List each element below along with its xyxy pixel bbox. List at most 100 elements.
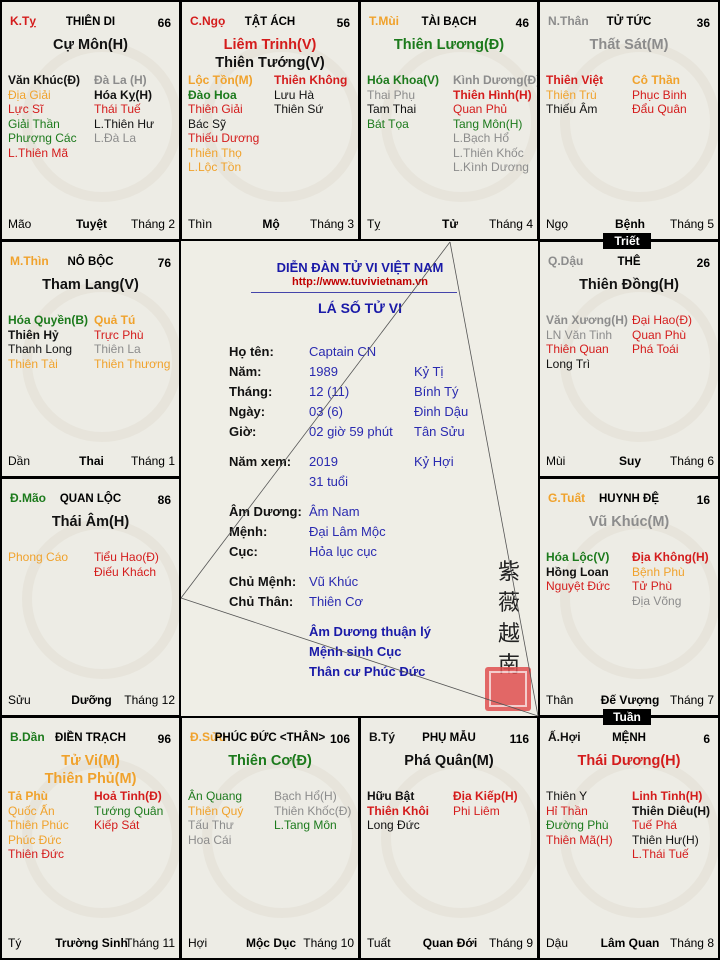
stem-branch-label: T.Mùi [369, 14, 399, 28]
info-value: 03 (6) [309, 404, 343, 419]
minor-star: Hóa Kỵ(H) [94, 87, 153, 102]
minor-star: Thiên Việt [546, 73, 604, 87]
footer-branch: Tuất [367, 936, 391, 950]
minor-star: Lưu Hà [274, 87, 315, 102]
background-ornament [22, 758, 179, 918]
palace-age: 6 [703, 732, 710, 746]
stem-branch-label: N.Thân [548, 14, 589, 28]
stem-branch-label: M.Thìn [10, 254, 49, 268]
minor-star: Đường Phù [546, 818, 609, 832]
month-label: Tháng 5 [669, 217, 714, 231]
minor-star: Nguyệt Đức [546, 579, 611, 593]
palace-name: PHÚC ĐỨC <THÂN> [214, 732, 326, 744]
month-label: Tháng 2 [130, 217, 175, 231]
main-star: Thiên Đồng(H) [579, 277, 679, 293]
palace-age: 16 [696, 493, 710, 507]
minor-star: Thiên Tài [8, 356, 58, 371]
palace-header: N.Thân TỬ TỨC 36 [546, 14, 712, 30]
palace-cell[interactable]: Q.Dậu THÊ 26 Thiên Đồng(H) Văn Xương(H) LN Vă… [538, 240, 720, 478]
minor-star: Hữu Bật [367, 789, 415, 803]
palace-cell[interactable]: C.Ngọ TẬT ÁCH 56 Liêm Trinh(V) Thiên Tướng(V… [180, 0, 360, 241]
palace-header: Ấ.Hợi MỆNH 6 [546, 730, 712, 746]
left-stars-column: Lộc Tồn(M) Đào Hoa Thiên Giải Bác Sỹ Thiếu D… [188, 73, 259, 175]
left-stars-column: Phong Cáo [8, 550, 68, 565]
life-stage: Tử [441, 217, 459, 231]
minor-star: L.Đà La [94, 131, 137, 145]
info-label: Năm: [229, 364, 262, 379]
palace-cell[interactable]: Ấ.Hợi MỆNH 6 Thái Dương(H) Thiên Y Hỉ Thần Đườ… [538, 716, 720, 960]
life-stage: Bệnh [615, 217, 645, 231]
minor-star: Tướng Quân [94, 803, 164, 818]
palace-cell[interactable]: M.Thìn NÔ BỘC 76 Tham Lang(V) Hóa Quyền(B) Th… [0, 240, 181, 478]
main-star: Thiên Cơ(Đ) [228, 753, 312, 769]
palace-cell[interactable]: Đ.Mão QUAN LỘC 86 Thái Âm(H) Phong Cáo Tiểu H… [0, 477, 181, 717]
palace-cell[interactable]: B.Dần ĐIỀN TRẠCH 96 Tử Vi(M) Thiên Phủ(M) Tả … [0, 716, 181, 960]
minor-star: Cô Thần [632, 73, 680, 87]
minor-star: Thiên Thương [94, 356, 171, 371]
stem-branch-label: K.Tỵ [10, 14, 37, 28]
life-stage: Tuyệt [75, 217, 108, 231]
palace-footer: Hợi Mộc Dục Tháng 10 [188, 936, 354, 952]
palace-footer: Mão Tuyệt Tháng 2 [8, 217, 175, 233]
title-divider [251, 292, 457, 293]
info-label: Họ tên: [229, 344, 274, 359]
palace-footer: Dần Thai Tháng 1 [8, 454, 175, 470]
main-star: Tử Vi(M) [61, 753, 120, 769]
life-stage: Dưỡng [71, 693, 112, 707]
info-value: Captain CN [309, 344, 377, 359]
background-ornament [560, 519, 718, 679]
minor-star: LN Văn Tinh [546, 327, 613, 342]
palace-header: M.Thìn NÔ BỘC 76 [8, 254, 173, 270]
right-stars-column: Đại Hao(Đ) Quan Phù Phá Toái [632, 313, 692, 357]
palace-cell[interactable]: Đ.Sửu PHÚC ĐỨC <THÂN> 106 Thiên Cơ(Đ) Ân Qua… [180, 716, 360, 960]
minor-star: Đà La (H) [94, 73, 147, 87]
palace-cell[interactable]: B.Tý PHỤ MẪU 116 Phá Quân(M) Hữu Bật Thiên Kh… [359, 716, 539, 960]
left-stars-column: Văn Xương(H) LN Văn Tinh Thiên Quan Long Tr… [546, 313, 628, 371]
minor-star: Phúc Đức [8, 832, 62, 847]
life-stage: Trường Sinh [55, 936, 128, 950]
stem-branch-label: Q.Dậu [548, 254, 584, 268]
minor-star: Kiếp Sát [94, 818, 140, 832]
minor-star: Tuế Phá [632, 818, 677, 832]
palace-cell[interactable]: G.Tuất HUYNH ĐỆ 16 Vũ Khúc(M) Hóa Lộc(V) Hồng… [538, 477, 720, 717]
left-stars-column: Ân Quang Thiên Quý Tấu Thư Hoa Cái [188, 789, 243, 847]
palace-cell[interactable]: N.Thân TỬ TỨC 36 Thất Sát(M) Thiên Việt Thiên… [538, 0, 720, 241]
minor-star: Tấu Thư [188, 818, 234, 832]
minor-star: Tiểu Hao(Đ) [94, 550, 159, 564]
palace-header: Đ.Sửu PHÚC ĐỨC <THÂN> 106 [188, 730, 352, 746]
left-stars-column: Văn Khúc(Đ) Địa Giải Lực Sĩ Giải Thần Phượng… [8, 73, 80, 160]
minor-star: Thiên Quý [188, 803, 244, 818]
stem-branch-label: G.Tuất [548, 491, 586, 505]
life-stage: Suy [618, 454, 641, 468]
info-value: 2019 [309, 454, 338, 469]
main-star: Vũ Khúc(M) [588, 514, 670, 530]
palace-name: QUAN LỘC [59, 493, 122, 505]
main-stars: Tham Lang(V) [2, 276, 179, 294]
palace-cell[interactable]: T.Mùi TÀI BẠCH 46 Thiên Lương(Đ) Hóa Khoa(V)… [359, 0, 539, 241]
forum-url[interactable]: http://www.tuvivietnam.vn [292, 276, 428, 288]
palace-age: 36 [696, 16, 710, 30]
minor-star: Trực Phù [94, 327, 144, 342]
main-star: Phá Quân(M) [404, 753, 494, 769]
palace-age: 56 [336, 16, 350, 30]
minor-star: Thiên Khôi [367, 803, 429, 818]
palace-age: 116 [509, 732, 529, 746]
minor-star: Thiên Y [546, 789, 588, 803]
footer-branch: Thân [546, 693, 574, 707]
minor-star: Thiếu Dương [188, 131, 260, 145]
palace-age: 106 [329, 732, 350, 746]
minor-star: Đại Hao(Đ) [632, 313, 693, 327]
month-label: Tháng 4 [488, 217, 533, 231]
main-star: Tham Lang(V) [42, 277, 139, 293]
info-value: Âm Nam [309, 504, 360, 519]
palace-age: 96 [157, 732, 171, 746]
palace-cell[interactable]: K.Tỵ THIÊN DI 66 Cự Môn(H) Văn Khúc(Đ) Địa Gi… [0, 0, 181, 241]
month-label: Tháng 1 [130, 454, 175, 468]
minor-star: Lực Sĩ [8, 102, 44, 116]
main-stars: Liêm Trinh(V) Thiên Tướng(V) [182, 36, 358, 72]
minor-star: L.Thiên Mã [8, 145, 69, 160]
life-stage: Đế Vượng [600, 693, 660, 707]
info-value: Đại Lâm Mộc [309, 524, 386, 539]
stem-branch-label: B.Tý [369, 730, 396, 744]
